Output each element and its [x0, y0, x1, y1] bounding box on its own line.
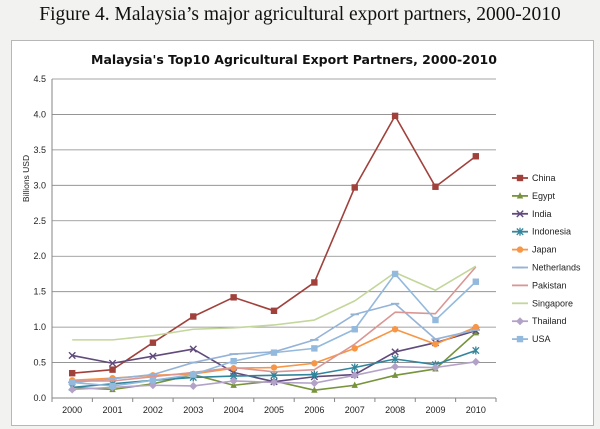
data-point-china	[109, 366, 116, 373]
x-tick-label: 2009	[425, 405, 445, 415]
data-point-china	[230, 294, 237, 301]
data-point-japan	[391, 326, 399, 333]
x-tick-label: 2000	[62, 405, 82, 415]
series-line-singapore	[72, 265, 477, 341]
data-point-thailand	[270, 378, 278, 387]
legend-marker-usa	[516, 335, 524, 343]
y-tick-label: 3.5	[33, 145, 46, 155]
data-point-thailand	[471, 357, 480, 366]
data-point-india	[68, 351, 76, 360]
data-point-usa	[68, 379, 76, 386]
x-tick-label: 2007	[345, 405, 365, 415]
series-line-china	[72, 115, 477, 374]
data-point-china	[149, 339, 157, 346]
y-axis-label: Billions USD	[21, 155, 31, 202]
data-point-indonesia	[310, 370, 319, 379]
data-point-thailand	[431, 363, 440, 372]
chart-title: Malaysia's Top10 Agricultural Export Par…	[91, 52, 497, 67]
data-point-china	[311, 279, 318, 286]
data-point-china	[270, 307, 278, 315]
legend-label-egypt: Egypt	[532, 191, 556, 201]
data-point-thailand	[189, 381, 198, 390]
x-tick-label: 2010	[466, 405, 486, 415]
y-tick-label: 2.0	[33, 251, 46, 261]
legend-label-thailand: Thailand	[532, 316, 567, 326]
data-point-usa	[472, 278, 480, 285]
y-tick-label: 1.0	[33, 322, 46, 332]
legend-label-singapore: Singapore	[532, 298, 573, 308]
data-point-usa	[149, 377, 157, 384]
legend-marker-thailand	[516, 317, 524, 326]
data-point-india	[108, 359, 117, 367]
legend-marker-egypt	[516, 192, 524, 199]
legend-label-usa: USA	[532, 334, 551, 344]
data-point-usa	[391, 270, 399, 278]
legend-marker-china	[516, 174, 524, 182]
data-point-indonesia	[270, 371, 278, 380]
data-point-japan	[311, 360, 318, 367]
data-point-china	[432, 183, 439, 190]
data-point-usa	[270, 349, 278, 356]
data-point-usa	[432, 316, 439, 324]
y-tick-label: 2.5	[33, 216, 46, 226]
legend-label-pakistan: Pakistan	[532, 280, 567, 290]
data-point-japan	[270, 364, 278, 371]
y-tick-label: 0.5	[33, 358, 46, 368]
data-point-egypt	[351, 381, 358, 388]
data-point-china	[190, 313, 197, 320]
data-point-indonesia	[351, 363, 359, 372]
data-point-usa	[109, 382, 116, 390]
x-tick-label: 2006	[304, 405, 324, 415]
data-point-india	[149, 352, 157, 360]
x-tick-label: 2005	[264, 405, 284, 415]
x-tick-label: 2008	[385, 405, 405, 415]
y-tick-label: 4.5	[33, 74, 46, 84]
data-point-egypt	[311, 386, 318, 393]
data-point-china	[351, 184, 358, 191]
legend-marker-india	[516, 210, 524, 218]
x-tick-label: 2002	[143, 405, 163, 415]
x-tick-label: 2001	[103, 405, 123, 415]
y-tick-label: 1.5	[33, 287, 46, 297]
legend-label-china: China	[532, 173, 556, 183]
data-point-indonesia	[391, 355, 399, 364]
data-point-china	[391, 112, 399, 120]
legend-label-japan: Japan	[532, 245, 557, 255]
legend-label-india: India	[532, 209, 552, 219]
data-point-china	[472, 153, 480, 160]
data-point-usa	[230, 357, 237, 365]
data-point-japan	[432, 340, 439, 348]
data-point-india	[391, 348, 399, 356]
x-tick-label: 2004	[224, 405, 244, 415]
data-point-usa	[351, 326, 358, 333]
legend-label-indonesia: Indonesia	[532, 227, 571, 237]
data-point-thailand	[350, 371, 359, 380]
data-point-egypt	[472, 328, 480, 336]
y-tick-label: 3.0	[33, 180, 46, 190]
data-point-thailand	[391, 362, 400, 371]
data-point-egypt	[391, 371, 399, 378]
legend-marker-japan	[516, 246, 524, 253]
series-line-pakistan	[72, 266, 477, 382]
legend-marker-indonesia	[516, 227, 524, 236]
data-point-china	[68, 369, 76, 377]
data-point-india	[189, 345, 197, 353]
legend-label-netherlands: Netherlands	[532, 263, 581, 273]
data-point-japan	[472, 323, 480, 331]
x-tick-label: 2003	[183, 405, 203, 415]
y-tick-label: 0.0	[33, 393, 46, 403]
data-point-japan	[351, 345, 358, 352]
data-point-usa	[311, 345, 318, 352]
data-point-thailand	[68, 385, 77, 394]
data-point-usa	[190, 371, 197, 378]
y-tick-label: 4.0	[33, 109, 46, 119]
figure-caption: Figure 4. Malaysia’s major agricultural …	[39, 4, 561, 25]
data-point-indonesia	[472, 346, 480, 355]
data-point-thailand	[310, 379, 319, 388]
data-point-thailand	[229, 376, 238, 385]
